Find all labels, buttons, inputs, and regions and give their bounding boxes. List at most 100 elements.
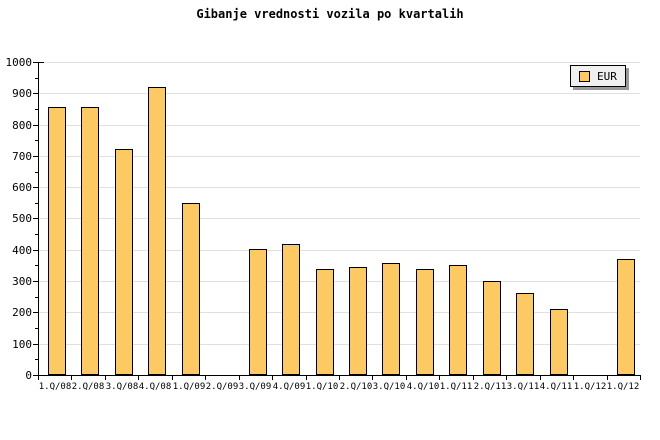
x-axis-line	[38, 375, 641, 376]
y-axis-top-cap	[39, 62, 44, 63]
x-axis-label: 1.Q/08	[38, 382, 72, 392]
y-axis-line	[38, 62, 39, 376]
x-axis-label: 3.Q/10	[372, 382, 406, 392]
y-axis-tick	[33, 218, 38, 219]
bar	[550, 309, 568, 375]
y-axis-tick	[33, 187, 38, 188]
x-axis-tick	[339, 376, 340, 380]
bar	[516, 293, 534, 375]
y-axis-label: 600	[12, 181, 32, 194]
y-axis-tick	[33, 62, 38, 63]
x-axis-label: 3.Q/08	[105, 382, 139, 392]
x-axis-tick	[473, 376, 474, 380]
legend-box: EUR	[570, 65, 626, 87]
bar	[316, 269, 334, 375]
y-axis-minor-tick	[35, 328, 38, 329]
y-axis-minor-tick	[35, 172, 38, 173]
gridline	[39, 125, 640, 126]
gridline	[39, 218, 640, 219]
bar	[148, 87, 166, 375]
x-axis-tick	[205, 376, 206, 380]
bar	[382, 263, 400, 375]
x-axis-label: 2.Q/08	[71, 382, 105, 392]
bar	[115, 149, 133, 375]
x-axis-label: 4.Q/09	[272, 382, 306, 392]
x-axis-label: 2.Q/11	[473, 382, 507, 392]
x-axis-tick	[306, 376, 307, 380]
x-axis-label: 2.Q/10	[339, 382, 373, 392]
y-axis-tick	[33, 125, 38, 126]
y-axis-minor-tick	[35, 297, 38, 298]
y-axis-tick	[33, 312, 38, 313]
bar	[449, 265, 467, 375]
gridline	[39, 344, 640, 345]
y-axis-minor-tick	[35, 78, 38, 79]
x-axis-tick	[239, 376, 240, 380]
y-axis-label: 300	[12, 275, 32, 288]
x-axis-tick	[71, 376, 72, 380]
gridline	[39, 250, 640, 251]
y-axis-label: 800	[12, 119, 32, 132]
bar	[483, 281, 501, 375]
y-axis-tick	[33, 375, 38, 376]
x-axis-label: 1.Q/10	[305, 382, 339, 392]
y-axis-tick	[33, 250, 38, 251]
x-axis-tick	[372, 376, 373, 380]
y-axis-minor-tick	[35, 234, 38, 235]
y-axis-minor-tick	[35, 359, 38, 360]
y-axis-label: 900	[12, 87, 32, 100]
legend-swatch-icon	[579, 70, 590, 82]
bar	[81, 107, 99, 375]
y-axis-label: 200	[12, 306, 32, 319]
y-axis-label: 400	[12, 244, 32, 257]
gridline	[39, 312, 640, 313]
bar	[617, 259, 635, 375]
gridline	[39, 156, 640, 157]
x-axis-tick	[506, 376, 507, 380]
y-axis-tick	[33, 156, 38, 157]
y-axis-label: 1000	[5, 56, 33, 69]
x-axis-tick	[573, 376, 574, 380]
x-axis-label: 2.Q/09	[205, 382, 239, 392]
x-axis-tick	[172, 376, 173, 380]
x-axis-label: 4.Q/10	[406, 382, 440, 392]
x-axis-label: 4.Q/11	[539, 382, 573, 392]
y-axis-minor-tick	[35, 140, 38, 141]
x-axis-tick	[105, 376, 106, 380]
x-axis-tick	[406, 376, 407, 380]
x-axis-label: 1.Q/12	[606, 382, 640, 392]
bar	[182, 203, 200, 375]
x-axis-label: 1.Q/11	[439, 382, 473, 392]
x-axis-tick	[272, 376, 273, 380]
chart-title: Gibanje vrednosti vozila po kvartalih	[196, 7, 464, 21]
y-axis-label: 700	[12, 150, 32, 163]
y-axis-tick	[33, 281, 38, 282]
y-axis-minor-tick	[35, 109, 38, 110]
gridline	[39, 281, 640, 282]
bar	[416, 269, 434, 375]
x-axis-tick	[439, 376, 440, 380]
x-axis-label: 4.Q/08	[138, 382, 172, 392]
gridline	[39, 187, 640, 188]
bar	[48, 107, 66, 375]
legend-series-label: EUR	[597, 69, 617, 83]
x-axis-label: 1.Q/09	[172, 382, 206, 392]
x-axis-tick	[540, 376, 541, 380]
bar	[349, 267, 367, 375]
x-axis-tick	[607, 376, 608, 380]
y-axis-label: 500	[12, 212, 32, 225]
gridline	[39, 62, 640, 63]
y-axis-minor-tick	[35, 203, 38, 204]
x-axis-tick	[640, 376, 641, 380]
x-axis-tick	[38, 376, 39, 380]
x-axis-label: 3.Q/11	[506, 382, 540, 392]
bar	[282, 244, 300, 375]
x-axis-tick	[138, 376, 139, 380]
y-axis-tick	[33, 344, 38, 345]
x-axis-label: 1.Q/12	[573, 382, 607, 392]
gridline	[39, 93, 640, 94]
y-axis-label: 100	[12, 338, 32, 351]
y-axis-tick	[33, 93, 38, 94]
y-axis-minor-tick	[35, 265, 38, 266]
